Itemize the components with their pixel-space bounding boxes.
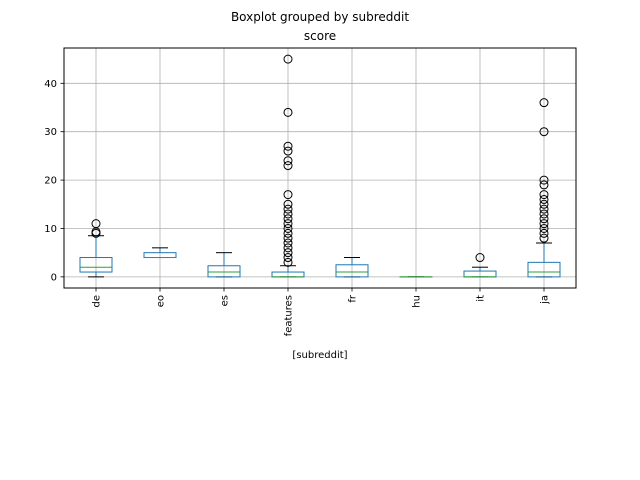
- x-axis: de eo es features fr hu it ja: [92, 288, 551, 336]
- x-axis-label: [subreddit]: [292, 350, 347, 361]
- flier-point: [539, 233, 549, 243]
- flier-point: [91, 219, 101, 229]
- x-tick-label-ja: ja: [540, 295, 551, 305]
- flier-point: [283, 243, 293, 253]
- y-axis: 0 10 20 30 40: [44, 79, 64, 283]
- flier-point: [283, 54, 293, 64]
- y-tick-label: 30: [44, 127, 57, 138]
- flier-point: [539, 214, 549, 224]
- flier-point: [283, 248, 293, 258]
- y-tick-label: 20: [44, 176, 57, 187]
- flier-point: [539, 175, 549, 185]
- flier-point: [283, 253, 293, 263]
- flier-point: [283, 228, 293, 238]
- flier-point: [283, 219, 293, 229]
- x-tick-label-es: es: [220, 295, 231, 306]
- x-tick-label-it: it: [476, 295, 487, 302]
- iqr-box: [335, 264, 369, 278]
- flier-point: [539, 194, 549, 204]
- box-ja: [527, 98, 561, 278]
- flier-point: [283, 257, 293, 267]
- iqr-box: [207, 265, 241, 278]
- flier-point: [283, 199, 293, 209]
- y-tick-label: 0: [51, 272, 57, 283]
- flier-point: [283, 107, 293, 117]
- flier-point: [283, 223, 293, 233]
- flier-point: [283, 146, 293, 156]
- flier-point: [283, 156, 293, 166]
- axes-title: score: [304, 29, 336, 43]
- flier-point: [283, 190, 293, 200]
- flier-point: [539, 98, 549, 108]
- flier-point: [539, 127, 549, 137]
- box-es: [207, 252, 241, 278]
- x-tick-label-hu: hu: [412, 295, 423, 308]
- box-fr: [335, 257, 369, 278]
- flier-point: [283, 233, 293, 243]
- y-tick-label: 40: [44, 79, 57, 90]
- flier-point: [539, 180, 549, 190]
- box-layer: [79, 54, 561, 278]
- flier-point: [283, 204, 293, 214]
- flier-point: [539, 223, 549, 233]
- flier-point: [283, 161, 293, 171]
- box-features: [271, 54, 305, 278]
- grid-layer: [64, 48, 576, 288]
- flier-point: [539, 199, 549, 209]
- y-tick-label: 10: [44, 224, 57, 235]
- flier-point: [539, 190, 549, 200]
- x-tick-label-de: de: [92, 295, 103, 308]
- flier-point: [539, 219, 549, 229]
- box-de: [79, 219, 113, 278]
- flier-point: [283, 209, 293, 219]
- flier-point: [283, 141, 293, 151]
- figure-suptitle: Boxplot grouped by subreddit: [231, 10, 409, 24]
- flier-point: [283, 214, 293, 224]
- flier-point: [539, 204, 549, 214]
- flier-point: [539, 209, 549, 219]
- iqr-box: [527, 261, 561, 278]
- flier-point: [475, 253, 485, 263]
- box-it: [463, 253, 497, 278]
- box-eo: [143, 247, 177, 259]
- flier-point: [283, 238, 293, 248]
- flier-point: [539, 228, 549, 238]
- x-tick-label-features: features: [284, 295, 295, 336]
- plot-frame: [63, 47, 577, 289]
- x-tick-label-fr: fr: [348, 294, 359, 303]
- x-tick-label-eo: eo: [156, 295, 167, 307]
- iqr-box: [79, 257, 113, 273]
